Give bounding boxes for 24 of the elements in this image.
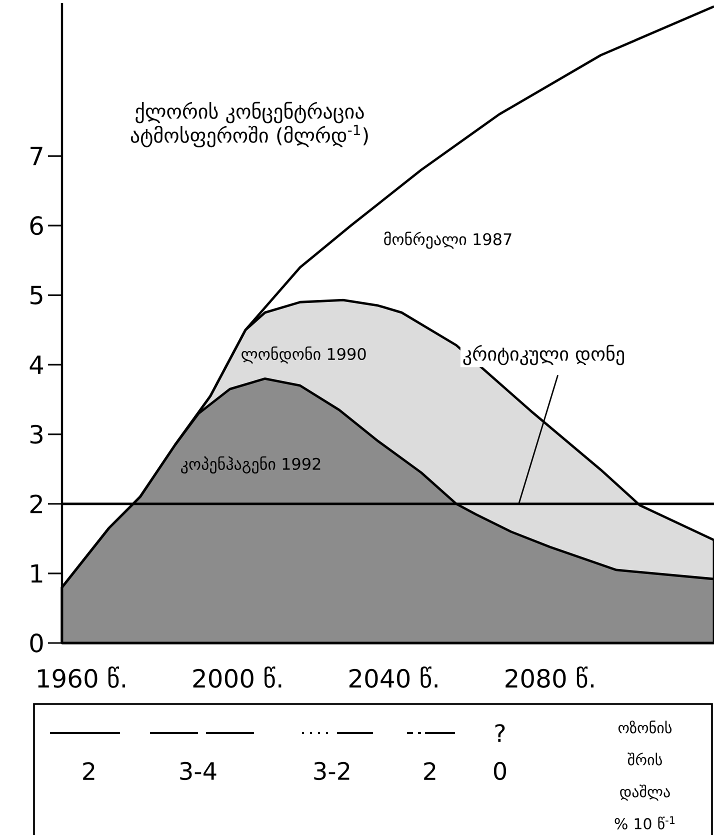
y-tick-label: 2 [30, 494, 42, 514]
series-label: კოპენჰაგენი 1992 [181, 456, 320, 474]
y-tick-label: 4 [30, 356, 44, 374]
x-tick-label: 2080 წ. [506, 666, 594, 688]
ref-line-label: კრიტიკული დონე [463, 344, 624, 366]
series-label: ლონდონი 1990 [242, 346, 366, 364]
text: 3-4 [180, 762, 216, 780]
text: 2 [83, 762, 94, 780]
y-tick-label: 3 [30, 424, 42, 444]
x-tick-label: 2000 წ. [193, 666, 282, 688]
y-axis-title: ქლორის კონცენტრაცია ატმოსფეროში (მლრდ$^{-1}$) [130, 102, 368, 148]
x-tick-label: 2040 წ. [349, 666, 438, 688]
text: 2 [424, 762, 436, 780]
x-tick-label: 1960 წ. [38, 666, 126, 688]
y-tick-label: 0 [30, 634, 43, 652]
text: 0 [494, 762, 506, 780]
text: ? [495, 724, 505, 742]
text: 3-2 [314, 762, 350, 780]
y-tick-label: 5 [30, 286, 42, 304]
y-tick-label: 6 [30, 216, 43, 236]
series-label: მონრეალი 1987 [384, 232, 512, 249]
y-tick-label: 1 [31, 564, 42, 583]
text: ოზონის შრის დაშლა % 10 წ$^{-1}$ [614, 720, 675, 830]
y-tick-label: 7 [30, 146, 42, 166]
